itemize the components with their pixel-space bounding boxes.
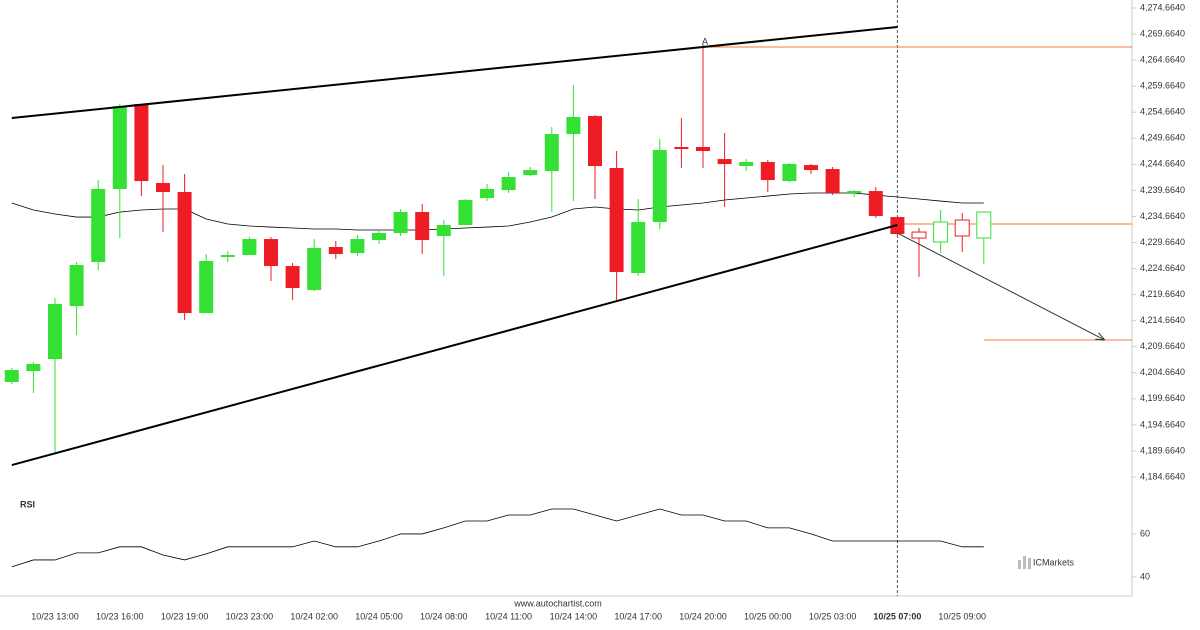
candle-body: [566, 117, 581, 135]
candle-body: [652, 150, 667, 223]
candle-body: [415, 212, 430, 241]
candle-body: [911, 231, 927, 239]
candle-body: [156, 183, 170, 193]
panel-title: RSI: [20, 499, 35, 509]
candle-body: [328, 247, 343, 255]
candle-body: [264, 239, 278, 267]
watermark: www.autochartist.com: [513, 598, 602, 608]
candle-body: [804, 165, 818, 171]
candle-body: [544, 134, 559, 172]
candle-body: [220, 255, 235, 258]
x-tick-label: 10/24 11:00: [485, 611, 532, 621]
candle-body: [199, 261, 214, 314]
y-tick-label: 4,249.6640: [1140, 133, 1185, 143]
candle-body: [523, 170, 538, 176]
candle-body: [976, 211, 992, 239]
forecast-arrow: [897, 232, 1104, 340]
candle-body: [631, 222, 646, 274]
y-tick-label: 4,259.6640: [1140, 81, 1185, 91]
y-tick-label: 4,204.6640: [1140, 367, 1185, 377]
candle-body: [480, 189, 494, 199]
candle-body: [739, 162, 754, 167]
y-tick-label: 4,274.6640: [1140, 2, 1185, 12]
candle-body: [588, 116, 602, 167]
candle-body: [933, 221, 949, 243]
y-tick-label: 4,239.6640: [1140, 185, 1185, 195]
y-tick-label: 60: [1140, 528, 1150, 538]
candle-body: [825, 169, 840, 194]
y-tick-label: 4,234.6640: [1140, 211, 1185, 221]
candle-body: [372, 233, 386, 241]
y-tick-label: 4,229.6640: [1140, 237, 1185, 247]
level-label: A: [702, 36, 708, 46]
candle-body: [436, 225, 451, 237]
trend-line: [11, 224, 898, 467]
x-tick-label: 10/23 23:00: [226, 611, 274, 621]
y-tick-label: 4,244.6640: [1140, 159, 1185, 169]
y-tick-label: 4,189.6640: [1140, 445, 1185, 455]
x-tick-label: 10/25 00:00: [744, 611, 792, 621]
candle-body: [696, 147, 710, 152]
candle-body: [760, 162, 775, 181]
y-tick-label: 40: [1140, 571, 1150, 581]
candle-body: [350, 239, 365, 254]
y-tick-label: 4,209.6640: [1140, 341, 1185, 351]
x-tick-label: 10/24 08:00: [420, 611, 468, 621]
candle-body: [847, 191, 862, 194]
candle-body: [4, 370, 19, 383]
y-tick-label: 4,254.6640: [1140, 107, 1185, 117]
y-tick-label: 4,219.6640: [1140, 289, 1185, 299]
x-tick-label: 10/24 02:00: [290, 611, 338, 621]
candle-body: [91, 189, 106, 263]
candle-body: [868, 191, 883, 217]
candle-body: [393, 212, 408, 234]
x-tick-label: 10/23 13:00: [31, 611, 79, 621]
candle-body: [717, 159, 732, 165]
candle-body: [112, 106, 127, 190]
candle-body: [458, 200, 473, 226]
logo-dots: [1018, 556, 1031, 569]
candle-body: [48, 304, 62, 360]
candle-body: [134, 104, 149, 182]
candle-body: [69, 265, 84, 307]
logo: ICMarkets: [1033, 557, 1075, 567]
y-tick-label: 4,199.6640: [1140, 393, 1185, 403]
x-tick-label: 10/24 05:00: [355, 611, 403, 621]
x-tick-label: 10/25 03:00: [809, 611, 857, 621]
trend-line: [11, 25, 898, 120]
candle-body: [674, 147, 689, 150]
y-tick-label: 4,214.6640: [1140, 315, 1185, 325]
candle-body: [242, 239, 257, 256]
moving-average: [11, 192, 984, 231]
x-tick-label: 10/23 19:00: [161, 611, 209, 621]
y-tick-label: 4,224.6640: [1140, 263, 1185, 273]
x-tick-label: 10/25 09:00: [938, 611, 986, 621]
rsi-line: [11, 508, 984, 568]
candle-body: [307, 248, 322, 291]
x-tick-label: 10/25 07:00: [873, 611, 921, 621]
candle-body: [177, 192, 192, 314]
x-tick-label: 10/23 16:00: [96, 611, 144, 621]
x-tick-label: 10/24 14:00: [550, 611, 598, 621]
candle-body: [782, 164, 797, 182]
candle-body: [501, 177, 516, 191]
y-tick-label: 4,264.6640: [1140, 54, 1185, 64]
x-tick-label: 10/24 20:00: [679, 611, 727, 621]
y-tick-label: 4,194.6640: [1140, 419, 1185, 429]
candle-body: [26, 364, 41, 372]
candle-body: [954, 219, 970, 237]
candle-body: [285, 266, 300, 289]
y-tick-label: 4,184.6640: [1140, 471, 1185, 481]
y-tick-label: 4,269.6640: [1140, 28, 1185, 38]
candle-body: [609, 168, 624, 273]
x-tick-label: 10/24 17:00: [614, 611, 662, 621]
